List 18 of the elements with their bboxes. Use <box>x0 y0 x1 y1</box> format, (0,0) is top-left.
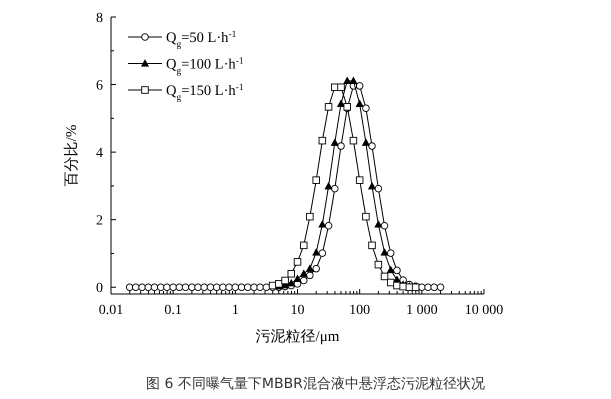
x-tick-label: 10 <box>290 303 304 318</box>
y-tick-label: 8 <box>96 11 103 26</box>
x-tick-label: 0.1 <box>164 303 182 318</box>
y-tick-label: 4 <box>96 146 103 162</box>
y-tick-label: 2 <box>96 214 103 229</box>
y-tick-label: 0 <box>96 281 103 296</box>
legend-label: Q$_{g}$=50 L·h$^{-1}$ <box>166 30 237 50</box>
y-tick-label: 6 <box>96 78 103 94</box>
legend-label: Q$_{g}$=150 L·h$^{-1}$ <box>166 83 244 103</box>
y-axis-title: 百分比/% <box>63 124 80 186</box>
caption: 图 6 不同曝气量下MBBR混合液中悬浮态污泥粒径状况 <box>146 376 485 392</box>
x-tick-label: 10 000 <box>464 303 504 318</box>
legend-label: Q$_{g}$=100 L·h$^{-1}$ <box>166 56 244 76</box>
x-tick-label: 100 <box>349 303 370 318</box>
x-tick-label: 1 000 <box>406 303 438 318</box>
x-axis-title: 污泥粒径/μm <box>256 328 340 345</box>
x-tick-label: 1 <box>232 303 239 318</box>
x-tick-label: 0.01 <box>98 303 124 318</box>
